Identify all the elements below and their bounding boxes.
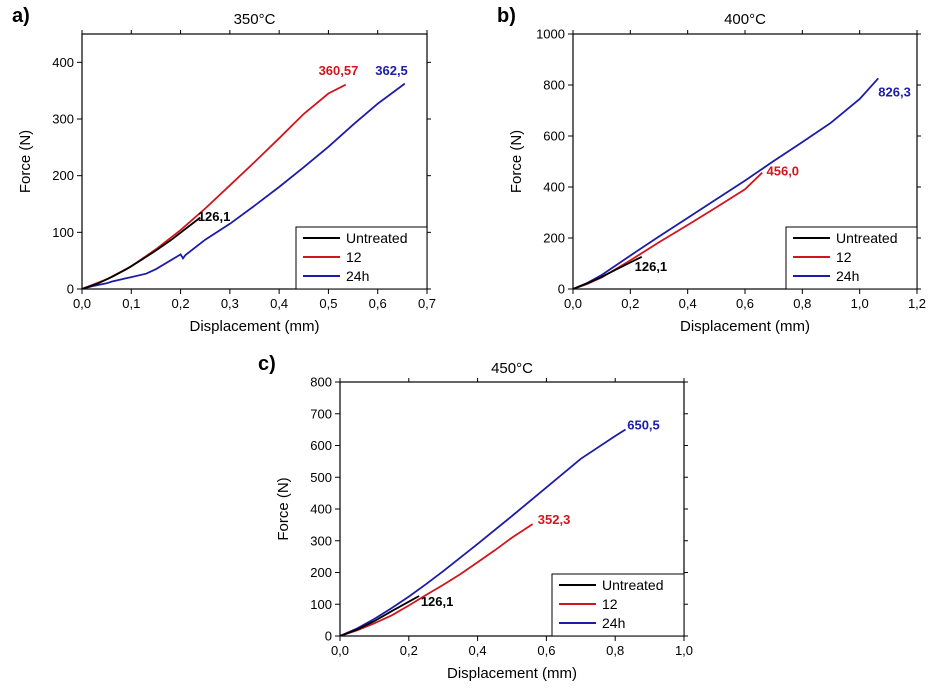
legend: Untreated 12 24h	[551, 573, 685, 637]
data-label: 826,3	[878, 84, 911, 99]
x-axis-label: Displacement (mm)	[447, 665, 577, 682]
data-label: 126,1	[421, 594, 454, 609]
x-tick-label: 0,6	[736, 296, 754, 311]
y-tick-label: 800	[543, 78, 565, 93]
x-tick-label: 0,4	[270, 296, 288, 311]
y-tick-label: 500	[310, 470, 332, 485]
data-label: 360,57	[319, 63, 359, 78]
x-tick-label: 0,8	[606, 643, 624, 658]
data-label: 456,0	[767, 164, 800, 179]
y-tick-label: 200	[310, 565, 332, 580]
y-tick-label: 200	[52, 168, 74, 183]
panel-label: c)	[258, 353, 276, 375]
x-tick-label: 0,2	[621, 296, 639, 311]
y-tick-label: 300	[310, 533, 332, 548]
y-axis-label: Force (N)	[508, 130, 525, 193]
chart-panel-2: b) 400°C 0,0 0,2 0,4 0,6 0,8 1,0 1,2 0 200 400 600 80…	[497, 5, 926, 335]
data-label: 362,5	[375, 63, 408, 78]
x-tick-label: 0,8	[793, 296, 811, 311]
series-line-24h	[573, 77, 879, 289]
x-tick-label: 0,2	[400, 643, 418, 658]
series-line-untreated	[82, 216, 201, 289]
y-tick-label: 700	[310, 406, 332, 421]
y-tick-label: 400	[543, 180, 565, 195]
legend-entry: 24h	[602, 615, 625, 631]
series-line-untreated	[573, 255, 643, 289]
x-tick-label: 0,0	[73, 296, 91, 311]
y-tick-label: 100	[310, 597, 332, 612]
y-tick-label: 400	[310, 502, 332, 517]
legend-entry: 24h	[346, 268, 369, 284]
chart-panel-3: c) 450°C 0,0 0,2 0,4 0,6 0,8 1,0 0 100 200 300 400 50…	[258, 353, 693, 682]
legend-entry: Untreated	[836, 230, 897, 246]
y-axis-label: Force (N)	[275, 477, 292, 540]
x-tick-label: 0,3	[221, 296, 239, 311]
data-label: 126,1	[635, 259, 668, 274]
data-label: 650,5	[627, 418, 660, 433]
plot-frame	[81, 33, 428, 290]
data-label: 352,3	[538, 512, 571, 527]
chart-title: 400°C	[724, 11, 766, 28]
y-tick-label: 300	[52, 112, 74, 127]
x-tick-label: 0,4	[469, 643, 487, 658]
legend-entry: 12	[346, 249, 362, 265]
x-tick-label: 0,0	[331, 643, 349, 658]
chart-title: 350°C	[234, 11, 276, 28]
x-tick-label: 0,6	[537, 643, 555, 658]
y-tick-label: 800	[310, 375, 332, 390]
y-tick-label: 200	[543, 231, 565, 246]
y-tick-label: 0	[67, 282, 74, 297]
series-line-24h	[82, 82, 406, 289]
x-tick-label: 0,0	[564, 296, 582, 311]
x-tick-label: 0,6	[369, 296, 387, 311]
y-tick-label: 0	[325, 629, 332, 644]
series-line-12	[340, 523, 534, 636]
chart-title: 450°C	[491, 360, 533, 377]
legend-entry: Untreated	[346, 230, 407, 246]
y-tick-label: 100	[52, 225, 74, 240]
x-tick-label: 1,0	[851, 296, 869, 311]
panel-label: b)	[497, 5, 516, 27]
x-tick-label: 0,1	[122, 296, 140, 311]
legend: Untreated 12 24h	[785, 226, 918, 290]
x-tick-label: 0,2	[172, 296, 190, 311]
x-tick-label: 0,5	[319, 296, 337, 311]
y-axis-label: Force (N)	[17, 130, 34, 193]
legend: Untreated 12 24h	[295, 226, 428, 290]
chart-panel-1: a) 350°C 0,0 0,1 0,2 0,3 0,4 0,5 0,6 0,7 0 100 200 30…	[12, 5, 436, 335]
y-tick-label: 400	[52, 55, 74, 70]
x-axis-label: Displacement (mm)	[189, 318, 319, 335]
data-label: 126,1	[198, 209, 231, 224]
y-tick-label: 0	[558, 282, 565, 297]
x-tick-label: 1,0	[675, 643, 693, 658]
legend-entry: 24h	[836, 268, 859, 284]
y-tick-label: 600	[543, 129, 565, 144]
legend-entry: Untreated	[602, 577, 663, 593]
series-line-24h	[340, 428, 626, 636]
legend-entry: 12	[836, 249, 852, 265]
series-line-untreated	[340, 595, 420, 636]
legend-entry: 12	[602, 596, 618, 612]
y-tick-label: 600	[310, 438, 332, 453]
x-tick-label: 0,7	[418, 296, 436, 311]
panel-label: a)	[12, 5, 30, 27]
y-tick-label: 1000	[536, 27, 565, 42]
x-axis-label: Displacement (mm)	[680, 318, 810, 335]
x-tick-label: 1,2	[908, 296, 926, 311]
x-tick-label: 0,4	[679, 296, 697, 311]
